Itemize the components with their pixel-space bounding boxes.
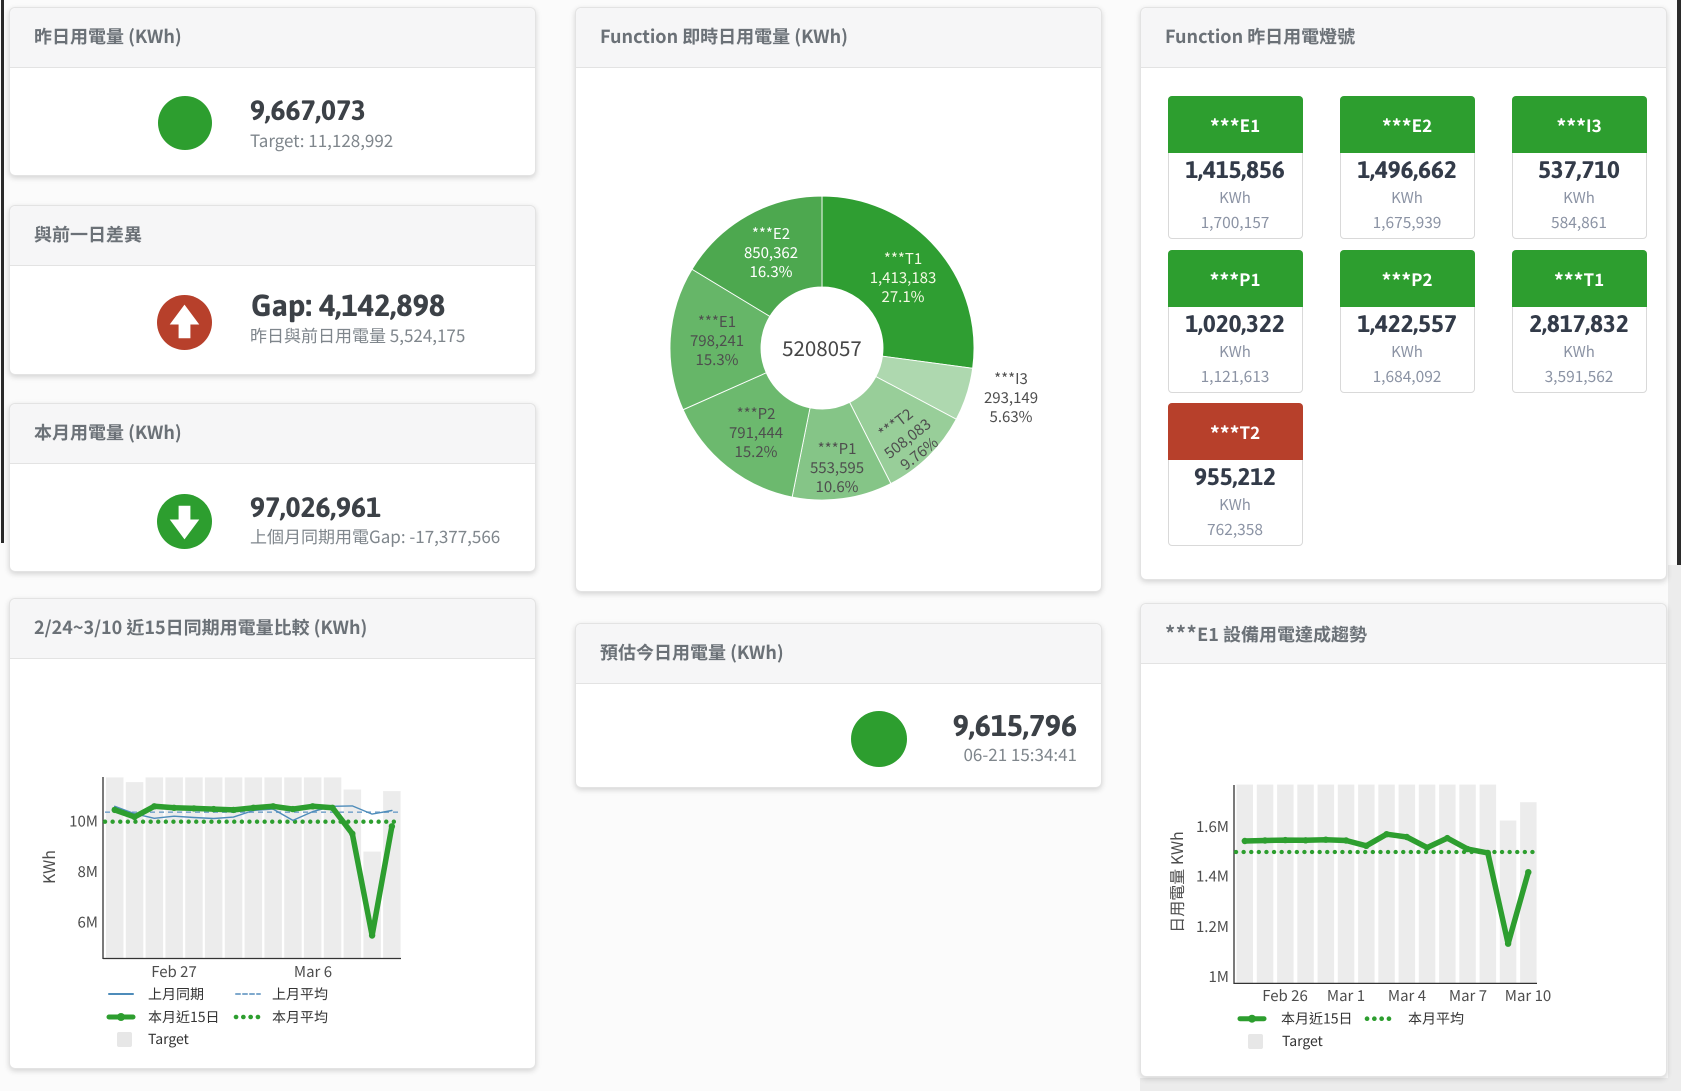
svg-text:Target: Target bbox=[148, 1029, 190, 1049]
svg-text:850,362: 850,362 bbox=[744, 242, 798, 263]
svg-text:***P1: ***P1 bbox=[818, 438, 857, 459]
svg-text:Mar 10: Mar 10 bbox=[1505, 985, 1551, 1006]
svg-text:1.2M: 1.2M bbox=[1196, 916, 1229, 937]
svg-text:日用電量 KWh: 日用電量 KWh bbox=[1164, 831, 1188, 932]
svg-text:27.1%: 27.1% bbox=[882, 286, 925, 307]
svg-text:KWh: KWh bbox=[36, 850, 60, 884]
svg-text:本月近15日: 本月近15日 bbox=[1281, 1009, 1353, 1029]
svg-text:Feb 26: Feb 26 bbox=[1262, 985, 1308, 1006]
svg-text:16.3%: 16.3% bbox=[750, 261, 793, 282]
svg-text:1.4M: 1.4M bbox=[1196, 866, 1229, 887]
svg-text:10.6%: 10.6% bbox=[816, 476, 859, 497]
svg-text:***T1: ***T1 bbox=[884, 248, 922, 269]
svg-text:5208057: 5208057 bbox=[782, 332, 862, 362]
svg-text:15.3%: 15.3% bbox=[696, 349, 739, 370]
svg-text:上月平均: 上月平均 bbox=[272, 984, 328, 1004]
svg-text:本月平均: 本月平均 bbox=[1408, 1009, 1464, 1029]
svg-text:5.63%: 5.63% bbox=[990, 406, 1033, 427]
svg-text:6M: 6M bbox=[77, 912, 98, 933]
svg-text:***P2: ***P2 bbox=[737, 403, 776, 424]
svg-text:***E1: ***E1 bbox=[698, 311, 736, 332]
svg-text:本月平均: 本月平均 bbox=[272, 1007, 328, 1027]
svg-text:Mar 7: Mar 7 bbox=[1449, 985, 1487, 1006]
svg-text:553,595: 553,595 bbox=[810, 457, 864, 478]
svg-text:Feb 27: Feb 27 bbox=[151, 961, 197, 982]
svg-text:1,413,183: 1,413,183 bbox=[870, 267, 937, 288]
svg-text:本月近15日: 本月近15日 bbox=[148, 1007, 220, 1027]
svg-text:293,149: 293,149 bbox=[984, 387, 1038, 408]
svg-text:1.6M: 1.6M bbox=[1196, 816, 1229, 837]
svg-text:798,241: 798,241 bbox=[690, 330, 744, 351]
svg-text:Mar 6: Mar 6 bbox=[294, 961, 332, 982]
svg-text:***E2: ***E2 bbox=[752, 223, 790, 244]
svg-text:8M: 8M bbox=[77, 861, 98, 882]
svg-text:Target: Target bbox=[1282, 1031, 1324, 1051]
svg-text:Mar 4: Mar 4 bbox=[1388, 985, 1426, 1006]
svg-text:791,444: 791,444 bbox=[729, 422, 783, 443]
svg-text:15.2%: 15.2% bbox=[735, 441, 778, 462]
svg-text:上月同期: 上月同期 bbox=[148, 984, 204, 1004]
svg-text:1M: 1M bbox=[1208, 966, 1229, 987]
svg-text:10M: 10M bbox=[69, 811, 98, 832]
svg-text:***I3: ***I3 bbox=[994, 368, 1028, 389]
svg-text:Mar 1: Mar 1 bbox=[1327, 985, 1365, 1006]
